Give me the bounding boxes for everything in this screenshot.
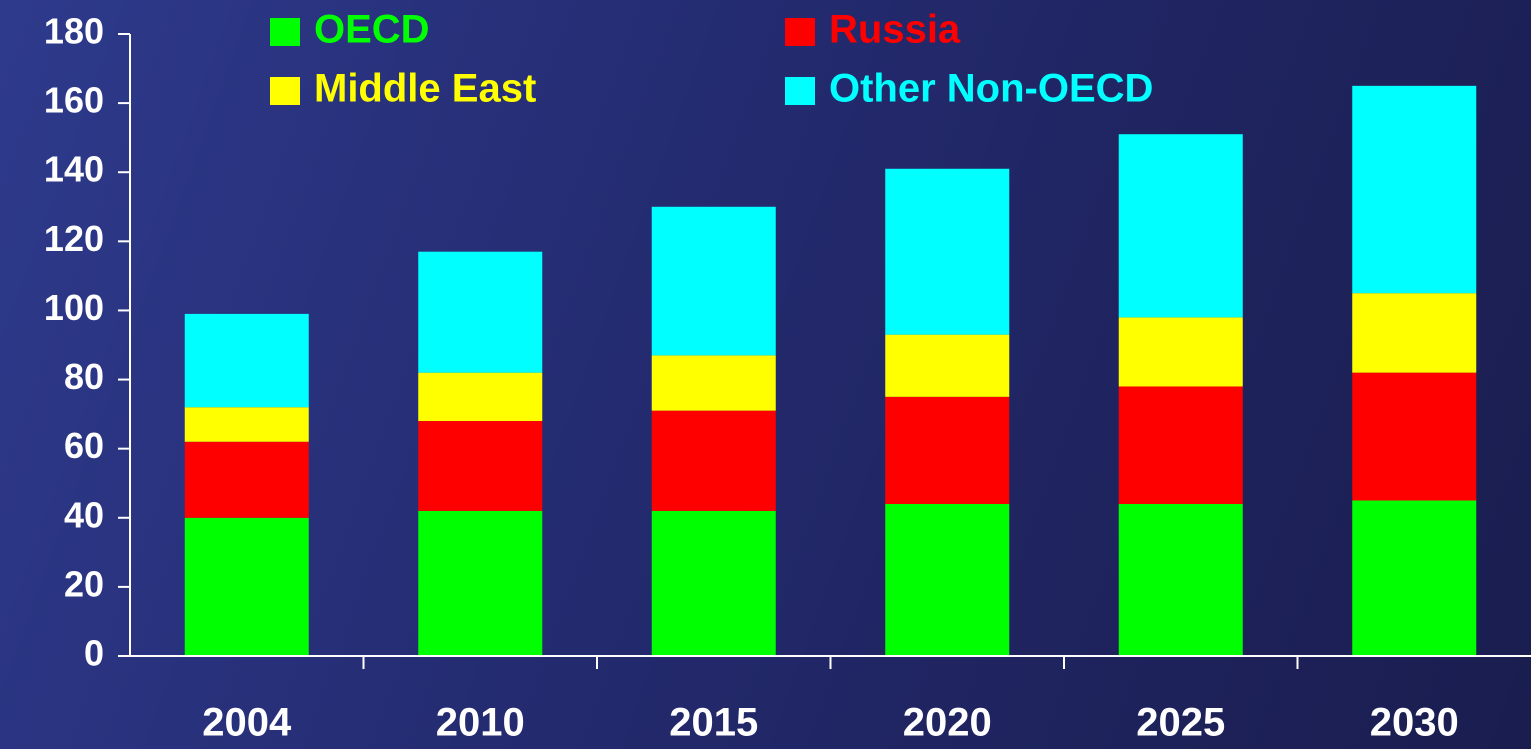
bar-segment: [1352, 85, 1477, 294]
y-tick-label: 80: [64, 356, 104, 397]
x-tick-label: 2015: [669, 701, 758, 745]
y-tick-label: 120: [44, 218, 104, 259]
y-tick-label: 180: [44, 11, 104, 52]
legend-label: OECD: [314, 8, 430, 52]
y-tick-label: 100: [44, 287, 104, 328]
bar-segment: [885, 503, 1010, 656]
bar-segment: [651, 355, 776, 411]
bar-segment: [184, 517, 309, 656]
bar-segment: [651, 206, 776, 356]
legend-swatch: [785, 77, 815, 105]
x-tick-label: 2004: [202, 701, 292, 745]
bar-segment: [1352, 372, 1477, 501]
bar-segment: [1352, 293, 1477, 373]
bar-segment: [1118, 386, 1243, 504]
bar-segment: [184, 441, 309, 518]
x-tick-label: 2030: [1370, 701, 1459, 745]
bar-segment: [651, 510, 776, 656]
bar-segment: [418, 421, 543, 511]
bar-segment: [651, 410, 776, 511]
legend-swatch: [270, 18, 300, 46]
legend-swatch: [270, 77, 300, 105]
y-tick-label: 160: [44, 80, 104, 121]
bar-segment: [885, 334, 1010, 397]
y-tick-label: 140: [44, 149, 104, 190]
bar-segment: [1118, 134, 1243, 318]
x-tick-label: 2020: [903, 701, 992, 745]
bar-segment: [885, 396, 1010, 504]
y-tick-label: 60: [64, 425, 104, 466]
legend-swatch: [785, 18, 815, 46]
bar-segment: [184, 313, 309, 408]
bar-segment: [1118, 503, 1243, 656]
bar-segment: [418, 251, 543, 373]
bar-segment: [418, 372, 543, 422]
bar-segment: [1352, 500, 1477, 656]
bar-segment: [885, 168, 1010, 335]
y-tick-label: 0: [84, 633, 104, 674]
legend-label: Russia: [829, 8, 961, 52]
legend-label: Middle East: [314, 67, 536, 111]
bar-segment: [184, 407, 309, 442]
legend-label: Other Non-OECD: [829, 67, 1153, 111]
bar-segment: [418, 510, 543, 656]
bar-segment: [1118, 317, 1243, 387]
x-tick-label: 2010: [436, 701, 525, 745]
y-tick-label: 40: [64, 494, 104, 535]
x-tick-label: 2025: [1136, 701, 1225, 745]
y-tick-label: 20: [64, 563, 104, 604]
